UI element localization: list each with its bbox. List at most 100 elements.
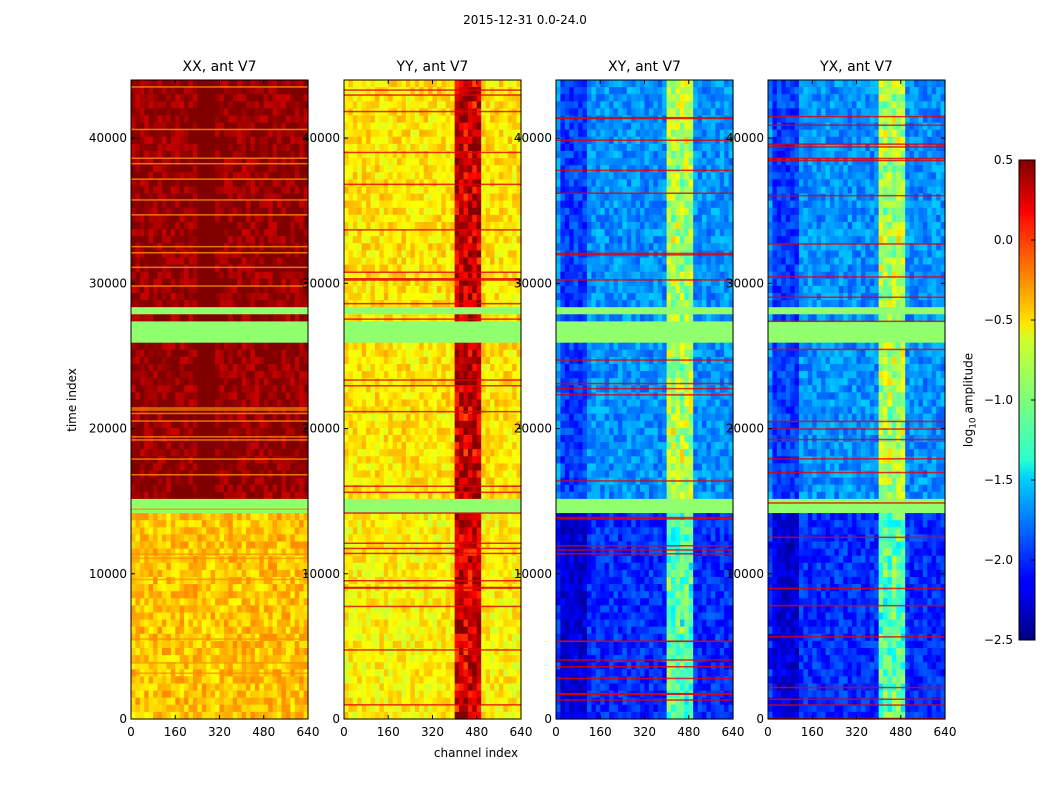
heatmap-cell (188, 214, 194, 223)
heatmap-cell (201, 378, 207, 386)
heatmap-cell (344, 285, 350, 294)
heatmap-cell (383, 243, 389, 251)
heatmap-cell (197, 151, 203, 159)
heatmap-cell (285, 591, 291, 599)
heatmap-cell (135, 612, 141, 621)
heatmap-cell (228, 648, 234, 656)
heatmap-cell (344, 264, 350, 273)
heatmap-cell (166, 207, 172, 216)
heatmap-cell (166, 442, 172, 450)
heatmap-cell (432, 172, 438, 180)
heatmap-cell (472, 158, 478, 166)
heatmap-cell (201, 449, 207, 457)
heatmap-cell (192, 569, 198, 578)
heatmap-cell (179, 626, 185, 635)
heatmap-cell (476, 179, 482, 188)
heatmap-cell (250, 108, 256, 117)
heatmap-cell (423, 158, 429, 166)
heatmap-cell (432, 158, 438, 166)
heatmap-cell (184, 548, 190, 557)
heatmap-cell (210, 229, 216, 237)
heatmap-cell (405, 243, 411, 251)
heatmap-cell (290, 683, 296, 692)
heatmap-cell (481, 250, 487, 259)
heatmap-cell (441, 236, 447, 244)
heatmap-cell (250, 399, 256, 408)
heatmap-cell (405, 158, 411, 166)
heatmap-cell (392, 101, 398, 109)
heatmap-cell (197, 420, 203, 429)
heatmap-cell (179, 392, 185, 401)
heatmap-cell (250, 491, 256, 500)
heatmap-cell (268, 314, 274, 322)
heatmap-cell (135, 207, 141, 216)
heatmap-cell (254, 158, 260, 166)
heatmap-cell (166, 655, 172, 663)
heatmap-cell (263, 598, 269, 606)
heatmap-cell (210, 278, 216, 287)
heatmap-cell (250, 690, 256, 699)
heatmap-cell (144, 307, 150, 315)
heatmap-cell (441, 243, 447, 251)
heatmap-cell (166, 676, 172, 685)
heatmap-cell (299, 193, 305, 202)
heatmap-cell (454, 257, 460, 266)
heatmap-cell (206, 683, 212, 692)
heatmap-cell (374, 158, 380, 166)
heatmap-cell (135, 94, 141, 102)
heatmap-cell (201, 179, 207, 188)
heatmap-cell (139, 484, 145, 493)
heatmap-cell (135, 179, 141, 188)
heatmap-cell (188, 513, 194, 521)
heatmap-cell (436, 293, 442, 301)
heatmap-cell (201, 484, 207, 493)
heatmap-cell (188, 413, 194, 422)
heatmap-cell (268, 633, 274, 642)
heatmap-cell (157, 435, 163, 443)
heatmap-cell (374, 122, 380, 131)
heatmap-cell (445, 250, 451, 259)
heatmap-cell (206, 101, 212, 109)
heatmap-cell (175, 655, 181, 663)
heatmap-cell (166, 342, 172, 351)
heatmap-cell (197, 548, 203, 557)
heatmap-cell (516, 193, 522, 202)
heatmap-cell (206, 371, 212, 379)
heatmap-cell (237, 307, 243, 315)
heatmap-cell (344, 179, 350, 188)
heatmap-cell (131, 449, 137, 457)
heatmap-cell (144, 250, 150, 259)
heatmap-cell (184, 264, 190, 273)
heatmap-cell (383, 129, 389, 138)
heatmap-cell (405, 207, 411, 216)
heatmap-cell (215, 548, 221, 557)
heatmap-cell (268, 371, 274, 379)
heatmap-cell (192, 442, 198, 450)
heatmap-cell (153, 697, 159, 706)
heatmap-cell (197, 342, 203, 351)
heatmap-cell (153, 527, 159, 535)
heatmap-cell (135, 520, 141, 528)
heatmap-cell (223, 143, 229, 152)
heatmap-cell (157, 399, 163, 408)
heatmap-cell (237, 158, 243, 166)
heatmap-cell (459, 129, 465, 138)
heatmap-cell (263, 80, 269, 88)
heatmap-cell (490, 115, 496, 124)
heatmap-cell (290, 371, 296, 379)
heatmap-cell (281, 122, 287, 131)
heatmap-cell (215, 80, 221, 88)
heatmap-cell (170, 271, 176, 280)
heatmap-cell (175, 364, 181, 372)
heatmap-cell (436, 186, 442, 195)
heatmap-cell (294, 207, 300, 216)
heatmap-cell (197, 80, 203, 88)
heatmap-cell (166, 122, 172, 131)
heatmap-cell (494, 186, 500, 195)
heatmap-cell (201, 193, 207, 202)
heatmap-cell (148, 477, 154, 486)
heatmap-cell (206, 420, 212, 429)
heatmap-cell (281, 236, 287, 244)
heatmap-cell (254, 271, 260, 280)
heatmap-cell (241, 648, 247, 656)
